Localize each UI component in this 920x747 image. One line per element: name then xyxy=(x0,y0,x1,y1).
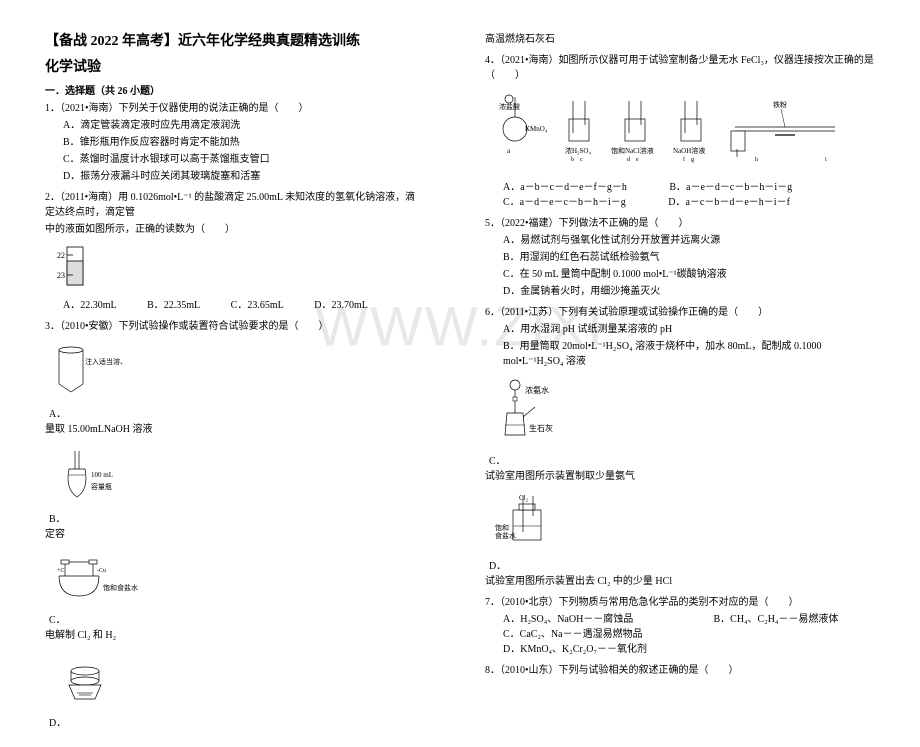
svg-text:生石灰: 生石灰 xyxy=(529,423,553,433)
question-1: 1．（2021•海南）下列关于仪器使用的说法正确的是（ ） A．滴定管装滴定液时… xyxy=(45,101,425,184)
q6-opt-a: A．用水湿润 pH 试纸测量某溶液的 pH xyxy=(503,322,875,337)
q3-diagram-c: +C -Cu 饱和食盐水 xyxy=(55,554,145,602)
q3-a-label: A． xyxy=(49,409,66,420)
q1-opt-d: D．振荡分液漏斗时应关闭其玻璃旋塞和活塞 xyxy=(63,169,425,184)
svg-text:饱和食盐水: 饱和食盐水 xyxy=(103,583,138,592)
svg-text:注入适当溶、碱袋的前特溶液: 注入适当溶、碱袋的前特溶液 xyxy=(85,357,125,366)
q3-c-caption: 电解制 Cl₂ 和 H₂ xyxy=(45,628,425,643)
q4-stem: 4．（2021•海南）如图所示仪器可用于试验室制备少量无水 FeCl₃，仪器连接… xyxy=(485,53,875,83)
svg-text:h: h xyxy=(755,157,758,163)
q4-opt-c: C．a－d－e－c－b－h－i－g xyxy=(503,195,626,210)
svg-text:铁粉: 铁粉 xyxy=(773,100,787,109)
q6-stem: 6．（2011•江苏）下列有关试验原理或试验操作正确的是（ ） xyxy=(485,305,875,320)
question-8: 8．（2010•山东）下列与试验相关的叙述正确的是（ ） xyxy=(485,663,875,678)
q3-d-caption: 高温燃烧石灰石 xyxy=(485,30,875,45)
question-5: 5．（2022•福建）下列做法不正确的是（ ） A．易燃试剂与强氧化性试剂分开放… xyxy=(485,216,875,299)
question-3: 3．（2010•安徽）下列试验操作或装置符合试验要求的是（ ） 注入适当溶、碱袋… xyxy=(45,319,425,731)
q3-diagram-a: 注入适当溶、碱袋的前特溶液 xyxy=(55,344,125,396)
page: 【备战 2022 年高考】近六年化学经典真题精选训练 化学试验 一．选择题（共 … xyxy=(0,0,920,747)
question-6: 6．（2011•江苏）下列有关试验原理或试验操作正确的是（ ） A．用水湿润 p… xyxy=(485,305,875,589)
q4-opt-a: A．a－b－c－d－e－f－g－h xyxy=(503,180,627,195)
svg-text:+C: +C xyxy=(57,568,64,574)
q1-opt-c: C．蒸馏时温度计水银球可以高于蒸馏瓶支管口 xyxy=(63,152,425,167)
question-7: 7．（2010•北京）下列物质与常用危急化学品的类别不对应的是（ ） A．H₂S… xyxy=(485,595,875,657)
svg-text:NaOH溶液: NaOH溶液 xyxy=(673,146,705,155)
q3-a-caption: 量取 15.00mLNaOH 溶液 xyxy=(45,422,425,437)
svg-text:f g: f g xyxy=(683,156,694,163)
q6-diagram-d: Cl₂ 饱和 食盐水 xyxy=(495,492,575,548)
q7-opt-a: A．H₂SO₄、NaOH－－腐蚀品 xyxy=(503,612,683,627)
svg-text:i: i xyxy=(825,157,827,163)
svg-text:22: 22 xyxy=(57,251,65,260)
q4-opt-b: B．a－e－d－c－b－h－i－g xyxy=(669,180,792,195)
q5-opt-b: B．用湿润的红色石蕊试纸检验氨气 xyxy=(503,250,875,265)
svg-text:23: 23 xyxy=(57,271,65,280)
left-column: 【备战 2022 年高考】近六年化学经典真题精选训练 化学试验 一．选择题（共 … xyxy=(0,0,460,747)
q3-c-label: C． xyxy=(49,615,66,626)
q6-c-caption: 试验室用图所示装置制取少量氨气 xyxy=(485,469,875,484)
svg-text:d e: d e xyxy=(627,157,639,163)
q7-opt-d: D．KMnO₄、K₂Cr₂O₇－－氧化剂 xyxy=(503,642,647,657)
q2-stem2: 中的液面如图所示，正确的读数为（ ） xyxy=(45,222,425,237)
q2-opt-a: A．22.30mL xyxy=(63,298,117,313)
q5-opt-c: C．在 50 mL 量筒中配制 0.1000 mol•L⁻¹碳酸钠溶液 xyxy=(503,267,875,282)
q3-diagram-b: 100 mL 容量瓶 xyxy=(55,449,145,501)
svg-text:-Cu: -Cu xyxy=(97,568,106,574)
right-column: 高温燃烧石灰石 4．（2021•海南）如图所示仪器可用于试验室制备少量无水 Fe… xyxy=(460,0,920,747)
q3-diagram-d xyxy=(55,655,125,705)
q7-stem: 7．（2010•北京）下列物质与常用危急化学品的类别不对应的是（ ） xyxy=(485,595,875,610)
q2-opt-d: D．23.70mL xyxy=(314,298,368,313)
question-2: 2．（2011•海南）用 0.1026mol•L⁻¹ 的盐酸滴定 25.00mL… xyxy=(45,190,425,313)
svg-text:饱和NaCl溶液: 饱和NaCl溶液 xyxy=(611,146,654,155)
svg-text:Cl₂: Cl₂ xyxy=(519,494,529,502)
svg-text:a: a xyxy=(507,147,511,155)
q3-stem: 3．（2010•安徽）下列试验操作或装置符合试验要求的是（ ） xyxy=(45,319,425,334)
q7-opt-c: C．CaC₂、Na－－遇湿易燃物品 xyxy=(503,627,683,642)
subtitle: 化学试验 xyxy=(45,56,425,76)
q8-stem: 8．（2010•山东）下列与试验相关的叙述正确的是（ ） xyxy=(485,663,875,678)
q4-apparatus-diagram: 浓盐酸 KMnO₄ a 浓H₂SO₄ b c 饱和NaCl溶液 d e xyxy=(495,91,855,169)
q7-opt-b: B．CH₄、C₂H₄－－易燃液体 xyxy=(714,612,839,627)
svg-text:饱和: 饱和 xyxy=(495,523,509,532)
q2-stem1: 2．（2011•海南）用 0.1026mol•L⁻¹ 的盐酸滴定 25.00mL… xyxy=(45,190,425,220)
q1-opt-a: A．滴定管装滴定液时应先用滴定液润洗 xyxy=(63,118,425,133)
svg-text:b c: b c xyxy=(571,157,583,163)
q3-b-label: B． xyxy=(49,514,66,525)
q6-diagram-c: 浓氨水 生石灰 xyxy=(495,377,585,443)
svg-text:KMnO₄: KMnO₄ xyxy=(525,125,548,133)
svg-text:容量瓶: 容量瓶 xyxy=(91,482,112,491)
section-heading: 一．选择题（共 26 小题） xyxy=(45,82,425,97)
q1-opt-b: B．锥形瓶用作反应容器时肯定不能加热 xyxy=(63,135,425,150)
q2-opt-c: C．23.65mL xyxy=(231,298,284,313)
svg-text:100 mL: 100 mL xyxy=(91,471,113,479)
question-4: 4．（2021•海南）如图所示仪器可用于试验室制备少量无水 FeCl₃，仪器连接… xyxy=(485,53,875,210)
svg-text:食盐水: 食盐水 xyxy=(495,531,516,540)
q3-b-caption: 定容 xyxy=(45,527,425,542)
q6-opt-b: B．用量筒取 20mol•L⁻¹H₂SO₄ 溶液于烧杯中，加水 80mL，配制成… xyxy=(503,339,875,369)
q5-opt-d: D．金属钠着火时，用细沙掩盖灭火 xyxy=(503,284,875,299)
main-title: 【备战 2022 年高考】近六年化学经典真题精选训练 xyxy=(45,30,425,50)
svg-text:浓氨水: 浓氨水 xyxy=(525,385,549,395)
q4-opt-d: D．a－c－b－d－e－h－i－f xyxy=(668,195,790,210)
q2-opt-b: B．22.35mL xyxy=(147,298,200,313)
q5-stem: 5．（2022•福建）下列做法不正确的是（ ） xyxy=(485,216,875,231)
q3-d-label: D． xyxy=(49,718,66,729)
svg-text:浓盐酸: 浓盐酸 xyxy=(499,102,520,111)
svg-text:浓H₂SO₄: 浓H₂SO₄ xyxy=(565,146,591,155)
q6-c-label: C． xyxy=(489,456,506,467)
q5-opt-a: A．易燃试剂与强氧化性试剂分开放置并远离火源 xyxy=(503,233,875,248)
q6-d-label: D． xyxy=(489,561,506,572)
q1-stem: 1．（2021•海南）下列关于仪器使用的说法正确的是（ ） xyxy=(45,101,425,116)
q2-burette-diagram: 22 23 xyxy=(55,245,95,287)
q6-d-caption: 试验室用图所示装置出去 Cl₂ 中的少量 HCl xyxy=(485,574,875,589)
